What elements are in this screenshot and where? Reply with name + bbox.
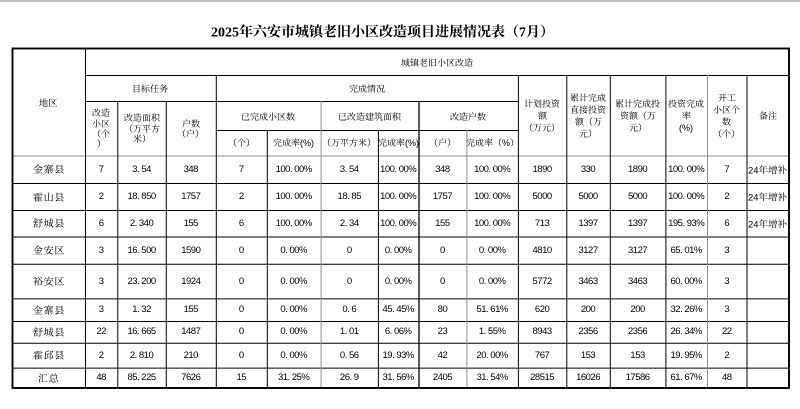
svg-text:7: 7 bbox=[519, 26, 526, 41]
svg-text:24: 24 bbox=[748, 165, 759, 176]
svg-text:(%): (%) bbox=[679, 123, 693, 133]
svg-text:(%): (%) bbox=[405, 138, 419, 148]
svg-text:24: 24 bbox=[748, 219, 759, 230]
svg-text:2025: 2025 bbox=[211, 26, 239, 41]
svg-text:%: % bbox=[502, 138, 510, 148]
svg-text:24: 24 bbox=[748, 192, 759, 203]
svg-text:(%): (%) bbox=[300, 138, 314, 148]
